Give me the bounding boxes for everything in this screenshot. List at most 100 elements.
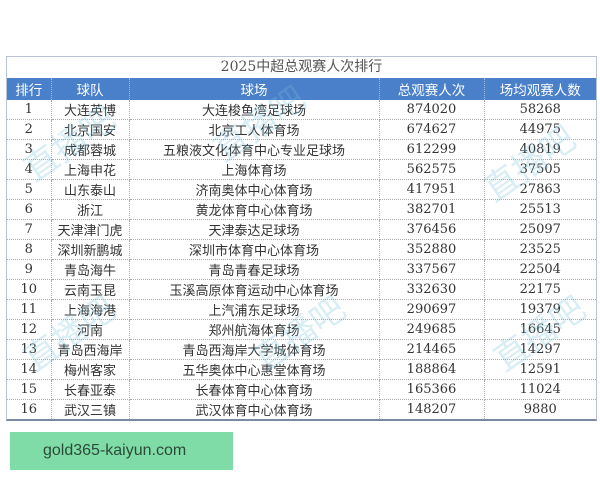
cell-venue: 上汽浦东足球场 bbox=[129, 299, 380, 320]
cell-venue: 青岛西海岸大学城体育场 bbox=[129, 339, 380, 360]
cell-average-attendance: 44975 bbox=[484, 119, 596, 140]
cell-average-attendance: 14297 bbox=[484, 339, 596, 360]
ranking-table-container: 2025中超总观赛人次排行 排行 球队 球场 总观赛人次 场均观赛人数 1 大连英… bbox=[6, 56, 597, 421]
cell-team: 山东泰山 bbox=[51, 179, 130, 200]
cell-team: 青岛西海岸 bbox=[51, 339, 130, 360]
cell-team: 云南玉昆 bbox=[51, 279, 130, 300]
header-average: 场均观赛人数 bbox=[484, 78, 596, 100]
table-title: 2025中超总观赛人次排行 bbox=[220, 59, 383, 75]
cell-team: 北京国安 bbox=[51, 119, 130, 140]
cell-team: 浙江 bbox=[51, 199, 130, 220]
cell-total-attendance: 214465 bbox=[379, 339, 485, 360]
cell-total-attendance: 382701 bbox=[379, 199, 485, 220]
cell-rank: 9 bbox=[7, 259, 52, 280]
cell-rank: 16 bbox=[7, 399, 52, 419]
cell-team: 天津津门虎 bbox=[51, 219, 130, 240]
cell-venue: 青岛青春足球场 bbox=[129, 259, 380, 280]
table-row: 10 云南玉昆 玉溪高原体育运动中心体育场 332630 22175 bbox=[7, 279, 596, 300]
header-rank: 排行 bbox=[7, 78, 52, 100]
cell-average-attendance: 25097 bbox=[484, 219, 596, 240]
cell-venue: 黄龙体育中心体育场 bbox=[129, 199, 380, 220]
cell-venue: 武汉体育中心体育场 bbox=[129, 399, 380, 419]
cell-venue: 上海体育场 bbox=[129, 159, 380, 180]
cell-venue: 济南奥体中心体育场 bbox=[129, 179, 380, 200]
cell-total-attendance: 417951 bbox=[379, 179, 485, 200]
cell-total-attendance: 165366 bbox=[379, 379, 485, 400]
cell-total-attendance: 290697 bbox=[379, 299, 485, 320]
cell-rank: 12 bbox=[7, 319, 52, 340]
cell-average-attendance: 16645 bbox=[484, 319, 596, 340]
cell-average-attendance: 25513 bbox=[484, 199, 596, 220]
cell-total-attendance: 562575 bbox=[379, 159, 485, 180]
cell-team: 深圳新鹏城 bbox=[51, 239, 130, 260]
table-row: 14 梅州客家 五华奥体中心惠堂体育场 188864 12591 bbox=[7, 359, 596, 380]
cell-average-attendance: 11024 bbox=[484, 379, 596, 400]
table-row: 9 青岛海牛 青岛青春足球场 337567 22504 bbox=[7, 259, 596, 280]
cell-venue: 玉溪高原体育运动中心体育场 bbox=[129, 279, 380, 300]
cell-rank: 4 bbox=[7, 159, 52, 180]
cell-total-attendance: 337567 bbox=[379, 259, 485, 280]
table-row: 13 青岛西海岸 青岛西海岸大学城体育场 214465 14297 bbox=[7, 339, 596, 360]
cell-average-attendance: 22175 bbox=[484, 279, 596, 300]
cell-venue: 北京工人体育场 bbox=[129, 119, 380, 140]
cell-average-attendance: 58268 bbox=[484, 100, 596, 120]
header-team: 球队 bbox=[51, 78, 130, 100]
cell-average-attendance: 23525 bbox=[484, 239, 596, 260]
cell-team: 梅州客家 bbox=[51, 359, 130, 380]
cell-team: 上海海港 bbox=[51, 299, 130, 320]
cell-total-attendance: 612299 bbox=[379, 139, 485, 160]
cell-venue: 五华奥体中心惠堂体育场 bbox=[129, 359, 380, 380]
cell-team: 长春亚泰 bbox=[51, 379, 130, 400]
cell-total-attendance: 148207 bbox=[379, 399, 485, 419]
cell-rank: 10 bbox=[7, 279, 52, 300]
table-row: 7 天津津门虎 天津泰达足球场 376456 25097 bbox=[7, 219, 596, 240]
cell-total-attendance: 674627 bbox=[379, 119, 485, 140]
cell-average-attendance: 9880 bbox=[523, 402, 557, 417]
cell-total-attendance: 188864 bbox=[379, 359, 485, 380]
table-row: 16 武汉三镇 武汉体育中心体育场 148207 9880 bbox=[7, 399, 596, 419]
cell-average-attendance: 40819 bbox=[484, 139, 596, 160]
cell-rank: 3 bbox=[7, 139, 52, 160]
cell-total-attendance: 332630 bbox=[379, 279, 485, 300]
table-row: 12 河南 郑州航海体育场 249685 16645 bbox=[7, 319, 596, 340]
cell-venue: 大连梭鱼湾足球场 bbox=[129, 100, 380, 120]
cell-total-attendance: 249685 bbox=[379, 319, 485, 340]
cell-team: 河南 bbox=[51, 319, 130, 340]
cell-rank: 2 bbox=[7, 119, 52, 140]
table-row: 2 北京国安 北京工人体育场 674627 44975 bbox=[7, 119, 596, 140]
cell-rank: 6 bbox=[7, 199, 52, 220]
cell-team: 武汉三镇 bbox=[51, 399, 130, 419]
table-row: 8 深圳新鹏城 深圳市体育中心体育场 352880 23525 bbox=[7, 239, 596, 260]
cell-rank: 7 bbox=[7, 219, 52, 240]
cell-rank: 5 bbox=[7, 179, 52, 200]
cell-average-attendance: 12591 bbox=[484, 359, 596, 380]
cell-average-attendance: 19379 bbox=[484, 299, 596, 320]
header-total: 总观赛人次 bbox=[379, 78, 485, 100]
cell-venue: 五粮液文化体育中心专业足球场 bbox=[129, 139, 380, 160]
cell-rank: 11 bbox=[7, 299, 52, 320]
cell-rank: 15 bbox=[7, 379, 52, 400]
table-row: 6 浙江 黄龙体育中心体育场 382701 25513 bbox=[7, 199, 596, 220]
cell-rank: 1 bbox=[7, 100, 52, 120]
cell-total-attendance: 874020 bbox=[379, 100, 485, 120]
attendance-table: 排行 球队 球场 总观赛人次 场均观赛人数 1 大连英博 大连梭鱼湾足球场 87402… bbox=[7, 78, 596, 419]
cell-team: 成都蓉城 bbox=[51, 139, 130, 160]
cell-total-attendance: 376456 bbox=[379, 219, 485, 240]
cell-team: 青岛海牛 bbox=[51, 259, 130, 280]
cell-team: 上海申花 bbox=[51, 159, 130, 180]
table-row: 3 成都蓉城 五粮液文化体育中心专业足球场 612299 40819 bbox=[7, 139, 596, 160]
cell-total-attendance: 352880 bbox=[379, 239, 485, 260]
header-row: 排行 球队 球场 总观赛人次 场均观赛人数 bbox=[7, 78, 596, 100]
cell-team: 大连英博 bbox=[51, 100, 130, 120]
table-row: 11 上海海港 上汽浦东足球场 290697 19379 bbox=[7, 299, 596, 320]
cell-average-attendance: 22504 bbox=[484, 259, 596, 280]
cell-venue: 郑州航海体育场 bbox=[129, 319, 380, 340]
cell-venue: 深圳市体育中心体育场 bbox=[129, 239, 380, 260]
cell-rank: 13 bbox=[7, 339, 52, 360]
table-row: 1 大连英博 大连梭鱼湾足球场 874020 58268 bbox=[7, 100, 596, 120]
cell-venue: 长春体育中心体育场 bbox=[129, 379, 380, 400]
header-venue: 球场 bbox=[129, 78, 380, 100]
table-row: 4 上海申花 上海体育场 562575 37505 bbox=[7, 159, 596, 180]
table-row: 15 长春亚泰 长春体育中心体育场 165366 11024 bbox=[7, 379, 596, 400]
table-row: 5 山东泰山 济南奥体中心体育场 417951 27863 bbox=[7, 179, 596, 200]
